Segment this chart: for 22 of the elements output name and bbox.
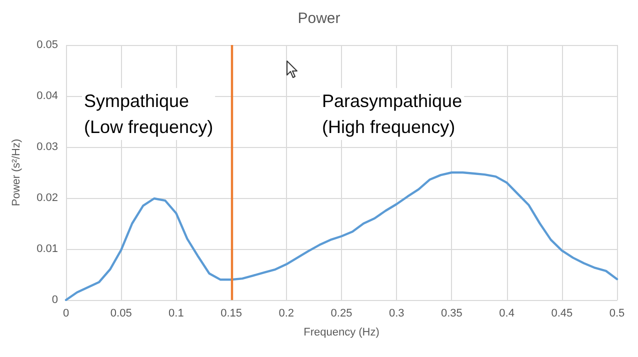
y-tick-label: 0.03 [36, 141, 58, 153]
x-tick-label: 0.5 [609, 308, 625, 320]
annotation: Parasympathique (High frequency) [322, 91, 462, 137]
y-tick-label: 0.01 [36, 243, 58, 255]
x-tick-label: 0.3 [388, 308, 404, 320]
x-tick-label: 0.05 [110, 308, 132, 320]
y-axis-title: Power (s²/Hz) [10, 138, 22, 206]
x-tick-label: 0.4 [499, 308, 514, 320]
y-tick-label: 0.05 [36, 39, 58, 51]
x-tick-label: 0 [62, 308, 70, 320]
x-tick-label: 0.25 [330, 308, 352, 320]
x-axis-title: Frequency (Hz) [304, 326, 380, 338]
x-tick-label: 0.35 [440, 308, 462, 320]
y-tick-label: 0.04 [36, 90, 58, 102]
chart-title: Power [298, 10, 340, 27]
x-tick-label: 0.15 [220, 308, 242, 320]
x-tick-label: 0.45 [551, 308, 573, 320]
annotation: Sympathique (Low frequency) [84, 91, 214, 137]
y-tick-label: 0.02 [36, 192, 58, 204]
x-tick-label: 0.2 [278, 308, 294, 320]
x-tick-label: 0.1 [168, 308, 184, 320]
y-tick-label: 0 [52, 294, 58, 306]
